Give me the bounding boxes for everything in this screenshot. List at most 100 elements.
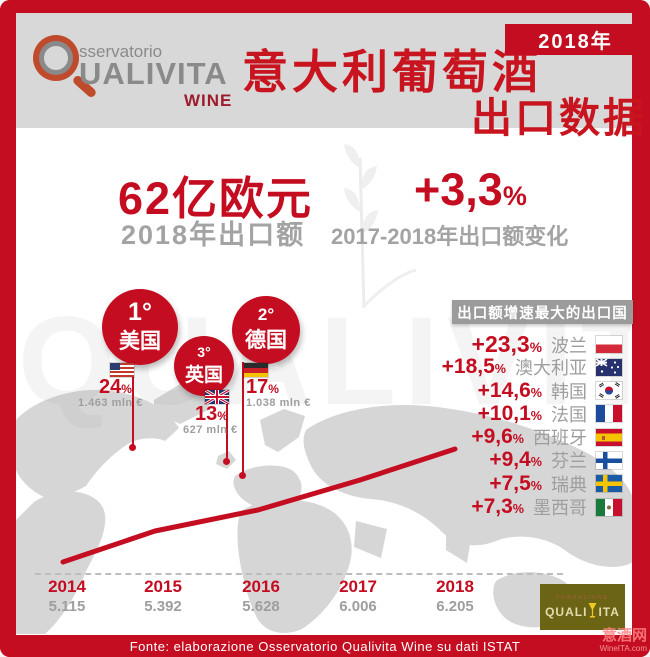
percent-sign: % bbox=[121, 382, 132, 396]
timeline-value: 6.205 bbox=[436, 598, 474, 615]
growth-country: 韩国 bbox=[551, 381, 587, 402]
growth-country: 法国 bbox=[551, 404, 587, 425]
rank-circle-usa: 1° 美国 bbox=[102, 289, 178, 365]
timeline-axis bbox=[35, 573, 563, 575]
frame-right-border bbox=[632, 0, 650, 657]
list-item: +18,5% 澳大利亚 bbox=[398, 354, 622, 379]
growth-pct: +7,5% bbox=[489, 472, 542, 496]
timeline-year: 2016 bbox=[242, 577, 280, 596]
percent-sign: % bbox=[512, 432, 524, 447]
flag-finland-icon bbox=[596, 451, 622, 469]
rank-circle-uk: 3° 英国 bbox=[174, 336, 234, 396]
flag-france-icon bbox=[596, 405, 622, 423]
uk-share: 13% bbox=[195, 403, 228, 426]
site-watermark: 意酒网 WineITA.com bbox=[599, 627, 647, 653]
olive-logo-right: ITA bbox=[598, 605, 620, 619]
list-item: +9,4% 芬兰 bbox=[398, 447, 622, 472]
germany-share-number: 17 bbox=[246, 376, 269, 398]
olive-logo-small-text: FONDAZIONE bbox=[556, 595, 609, 601]
olive-logo-main-text: QUALI ITA bbox=[545, 603, 620, 618]
list-item: +7,3% 墨西哥 bbox=[398, 494, 622, 519]
rank-circle-germany: 2° 德国 bbox=[232, 296, 300, 364]
growth-pct-number: +7,3 bbox=[471, 495, 513, 519]
pin-usa bbox=[132, 368, 134, 446]
magnifier-icon bbox=[33, 35, 79, 81]
growth-pct: +18,5% bbox=[442, 355, 506, 379]
page-title-line1: 意大利葡萄酒 bbox=[242, 46, 542, 98]
year-badge: 2018年 bbox=[505, 24, 646, 55]
growth-pct-number: +23,3 bbox=[471, 331, 530, 357]
rank-label: 2° bbox=[257, 305, 275, 325]
olive-logo-left: QUALI bbox=[545, 605, 588, 619]
flag-mexico-icon bbox=[596, 498, 622, 516]
percent-sign: % bbox=[530, 408, 542, 423]
country-label: 英国 bbox=[184, 364, 223, 386]
pin-dot-usa bbox=[129, 444, 136, 451]
export-value-stat: 62亿欧元 bbox=[118, 173, 314, 224]
export-change-stat: +3,3% bbox=[414, 164, 527, 216]
pin-germany bbox=[242, 362, 244, 474]
growth-pct-number: +7,5 bbox=[489, 471, 531, 495]
growth-pct: +10,1% bbox=[478, 402, 542, 426]
uk-amount: 627 mln € bbox=[183, 424, 238, 436]
map-arabia bbox=[354, 521, 387, 558]
logo-qualivita-text: UALIVITA bbox=[79, 56, 228, 91]
timeline-value: 5.628 bbox=[242, 598, 280, 615]
list-item: +7,5% 瑞典 bbox=[398, 471, 622, 496]
logo-wine-text: WINE bbox=[184, 91, 233, 110]
export-value-caption: 2018年出口额 bbox=[121, 220, 306, 250]
growth-pct: +7,3% bbox=[471, 495, 524, 519]
growth-country: 波兰 bbox=[551, 335, 587, 356]
export-change-caption: 2017-2018年出口额变化 bbox=[331, 224, 569, 249]
timeline-2018: 2018 6.205 bbox=[413, 577, 497, 615]
percent-sign: % bbox=[512, 502, 524, 517]
timeline-2017: 2017 6.006 bbox=[316, 577, 400, 615]
map-scandinavia bbox=[260, 409, 305, 452]
percent-sign: % bbox=[530, 385, 542, 400]
list-item: +10,1% 法国 bbox=[398, 401, 622, 426]
export-change-number: +3,3 bbox=[414, 164, 503, 215]
timeline-2016: 2016 5.628 bbox=[219, 577, 303, 615]
logo-osservatorio-text: sservatorio bbox=[79, 42, 163, 61]
growth-panel-title: 出口额增速最大的出口国 bbox=[452, 300, 633, 324]
page-title-line2: 出口数据 bbox=[471, 95, 647, 141]
list-item: +23,3% 波兰 bbox=[398, 331, 622, 357]
growth-country: 墨西哥 bbox=[533, 498, 587, 519]
growth-panel-list: +23,3% 波兰 +18,5% 澳大利亚 +14,6% 韩国 +10,1% 法… bbox=[398, 331, 622, 519]
growth-pct-number: +9,6 bbox=[471, 425, 513, 449]
timeline-value: 5.392 bbox=[144, 598, 182, 615]
source-text: Fonte: elaborazione Osservatorio Qualivi… bbox=[129, 638, 521, 654]
growth-country: 西班牙 bbox=[533, 428, 587, 449]
flag-uk-icon bbox=[205, 390, 229, 404]
growth-pct: +9,4% bbox=[489, 448, 542, 472]
wine-glass-icon bbox=[588, 603, 597, 618]
list-item: +9,6% 西班牙 bbox=[398, 424, 622, 449]
percent-sign: % bbox=[268, 382, 279, 396]
site-watermark-url: WineITA.com bbox=[599, 643, 647, 653]
timeline-value: 6.006 bbox=[339, 598, 377, 615]
country-label: 美国 bbox=[119, 330, 161, 354]
flag-spain-icon bbox=[596, 428, 622, 446]
rank-label: 3° bbox=[197, 344, 211, 361]
export-change-percent-sign: % bbox=[502, 181, 527, 211]
growth-country: 芬兰 bbox=[551, 451, 587, 472]
wheat-sketch-icon bbox=[344, 144, 417, 308]
growth-country: 瑞典 bbox=[551, 474, 587, 495]
list-item: +14,6% 韩国 bbox=[398, 378, 622, 402]
growth-pct-number: +14,6 bbox=[477, 378, 531, 402]
timeline-year: 2015 bbox=[144, 577, 182, 596]
usa-share-number: 24 bbox=[99, 376, 122, 398]
percent-sign: % bbox=[530, 455, 542, 470]
growth-pct: +23,3% bbox=[472, 331, 542, 358]
map-asia bbox=[303, 405, 633, 567]
percent-sign: % bbox=[530, 478, 542, 493]
usa-share: 24% bbox=[99, 376, 132, 399]
germany-share: 17% bbox=[246, 376, 279, 399]
flag-usa-icon bbox=[110, 363, 134, 377]
footer-bar: Fonte: elaborazione Osservatorio Qualivi… bbox=[0, 635, 650, 657]
flag-south-korea-icon bbox=[596, 382, 622, 400]
timeline-year: 2014 bbox=[48, 577, 86, 596]
timeline-2015: 2015 5.392 bbox=[121, 577, 205, 615]
growth-pct: +9,6% bbox=[471, 425, 524, 449]
pin-dot-uk bbox=[223, 458, 230, 465]
